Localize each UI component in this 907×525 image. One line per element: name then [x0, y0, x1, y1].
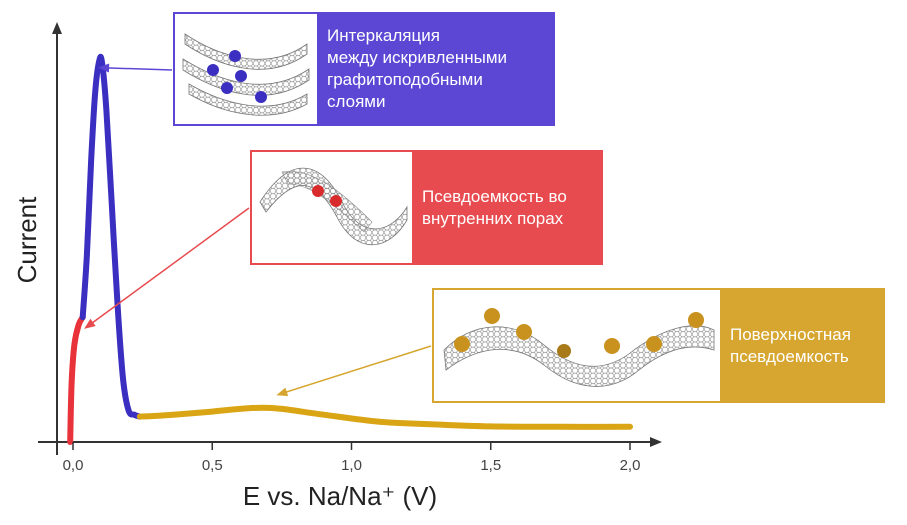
callout-internal-pores-label: Псевдоемкость во внутренних порах: [412, 152, 601, 263]
x-tick-labels: 0,0 0,5 1,0 1,5 2,0: [63, 442, 641, 474]
annotation-arrowhead: [276, 387, 289, 397]
callout-surface-label: Поверхностная псевдоемкость: [720, 290, 883, 401]
annotation-leader-line: [279, 345, 432, 395]
x-tick-label: 0,0: [63, 457, 84, 474]
wavy-graphene-surface-icon: [434, 290, 720, 401]
annotation-arrowhead: [84, 318, 96, 329]
series-layer: [67, 53, 633, 445]
leader-lines: [84, 63, 432, 397]
axes: [38, 22, 662, 455]
x-tick-label: 0,5: [202, 457, 223, 474]
series-line-2: [79, 53, 143, 420]
x-axis-title: E vs. Na/Na⁺ (V): [243, 481, 437, 511]
y-axis-title: Current: [12, 196, 42, 283]
curved-graphene-layers-icon: [175, 14, 317, 124]
x-tick-label: 2,0: [620, 457, 641, 474]
callout-internal-pores: Псевдоемкость во внутренних порах: [250, 150, 603, 265]
callout-surface-text: Поверхностная псевдоемкость: [730, 324, 851, 366]
y-axis-arrow: [52, 22, 62, 34]
callout-intercalation: Интеркаляция между искривленными графито…: [173, 12, 555, 126]
series-line-1: [67, 314, 86, 445]
twisted-graphene-pore-icon: [252, 152, 412, 263]
x-tick-label: 1,5: [480, 457, 501, 474]
annotation-leader-line: [86, 207, 250, 328]
x-tick-label: 1,0: [341, 457, 362, 474]
x-axis-arrow: [650, 437, 662, 447]
callout-internal-pores-text: Псевдоемкость во внутренних порах: [422, 186, 567, 228]
callout-intercalation-label: Интеркаляция между искривленными графито…: [317, 14, 553, 124]
series-line-3: [136, 404, 633, 430]
annotation-arrowhead: [98, 63, 110, 73]
callout-intercalation-text: Интеркаляция между искривленными графито…: [327, 26, 508, 111]
annotation-leader-line: [102, 66, 173, 71]
callout-surface: Поверхностная псевдоемкость: [432, 288, 885, 403]
